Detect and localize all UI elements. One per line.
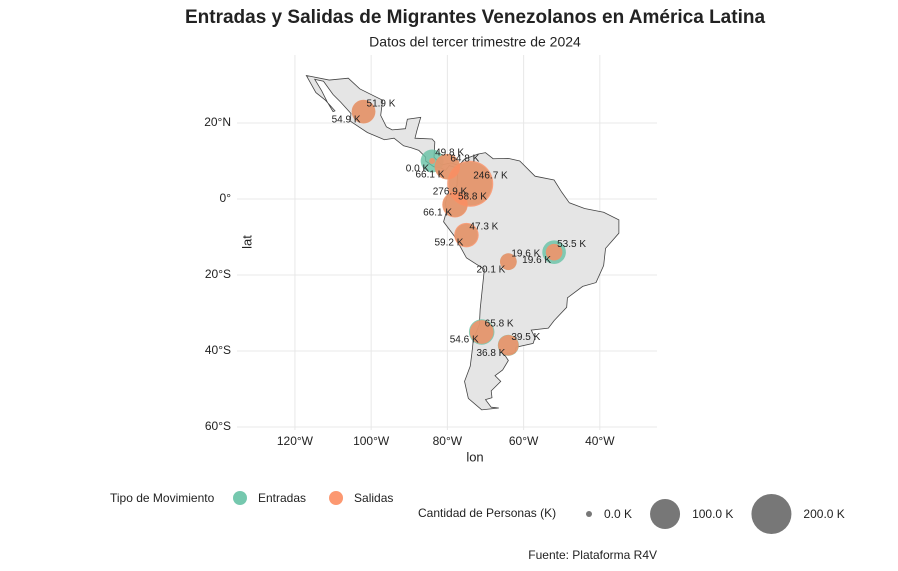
bubble: [442, 191, 468, 218]
data-label: 19.6 K: [522, 255, 551, 266]
data-label: 59.2 K: [435, 238, 464, 249]
data-label: 246.7 K: [473, 170, 508, 181]
size-legend-title: Cantidad de Personas (K): [418, 506, 556, 520]
size-legend-label: 200.0 K: [803, 507, 844, 521]
size-legend-swatch: [586, 511, 592, 517]
x-tick-label: 120°W: [277, 434, 314, 448]
y-tick-label: 20°N: [204, 115, 231, 129]
bubble: [545, 243, 563, 261]
chart-title: Entradas y Salidas de Migrantes Venezola…: [185, 7, 765, 28]
y-axis-label: lat: [239, 235, 254, 249]
data-label: 47.3 K: [469, 222, 498, 233]
data-label: 20.1 K: [476, 264, 505, 275]
y-tick-label: 40°S: [205, 343, 231, 357]
data-label: 0.0 K: [406, 164, 430, 175]
bubble: [454, 222, 479, 248]
x-tick-label: 100°W: [353, 434, 390, 448]
legend-label: Entradas: [258, 491, 306, 505]
data-label: 64.8 K: [450, 153, 479, 164]
bubble: [498, 334, 519, 356]
size-legend-swatch: [650, 498, 681, 530]
legend-label: Salidas: [354, 491, 393, 505]
data-label: 53.5 K: [557, 239, 586, 250]
data-label: 276.9 K: [433, 186, 468, 197]
size-legend-label: 0.0 K: [604, 507, 632, 521]
caption: Fuente: Plataforma R4V: [528, 548, 657, 562]
bubble: [351, 99, 376, 124]
bubble: [429, 158, 436, 165]
data-label: 66.1 K: [415, 169, 444, 180]
size-legend-swatch: [751, 494, 792, 534]
data-label: 54.9 K: [332, 114, 361, 125]
data-label: 58.8 K: [458, 191, 487, 202]
data-label: 66.1 K: [423, 207, 452, 218]
y-tick-label: 60°S: [205, 419, 231, 433]
x-tick-label: 80°W: [433, 434, 463, 448]
x-tick-label: 40°W: [585, 434, 615, 448]
data-label: 39.5 K: [511, 332, 540, 343]
data-label: 36.8 K: [476, 348, 505, 359]
y-tick-label: 0°: [220, 191, 232, 205]
legend-swatch: [233, 491, 247, 505]
bubble: [499, 253, 517, 271]
size-legend-label: 100.0 K: [692, 507, 733, 521]
data-label: 49.8 K: [435, 148, 464, 159]
data-label: 65.8 K: [485, 319, 514, 330]
data-label: 19.6 K: [511, 248, 540, 259]
x-axis-label: lon: [466, 449, 483, 464]
y-tick-label: 20°S: [205, 267, 231, 281]
x-tick-label: 60°W: [509, 434, 539, 448]
data-label: 51.9 K: [367, 98, 396, 109]
legend-swatch: [329, 491, 344, 505]
bubble: [469, 320, 494, 344]
color-legend-title: Tipo de Movimiento: [110, 491, 215, 505]
chart-subtitle: Datos del tercer trimestre de 2024: [369, 34, 581, 50]
data-label: 54.6 K: [450, 335, 479, 346]
marks: 51.9 K 49.8 K64.8 K 246.7 K 58.8 K 47.3 K 19.…: [332, 98, 587, 359]
